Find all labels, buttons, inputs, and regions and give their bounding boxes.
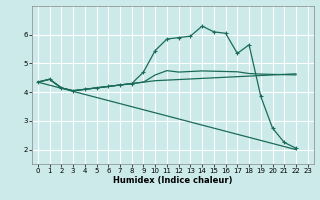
X-axis label: Humidex (Indice chaleur): Humidex (Indice chaleur): [113, 176, 233, 185]
